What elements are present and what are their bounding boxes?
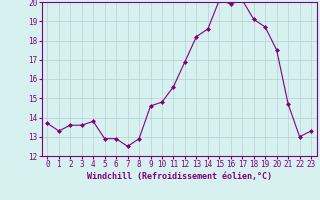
- X-axis label: Windchill (Refroidissement éolien,°C): Windchill (Refroidissement éolien,°C): [87, 172, 272, 181]
